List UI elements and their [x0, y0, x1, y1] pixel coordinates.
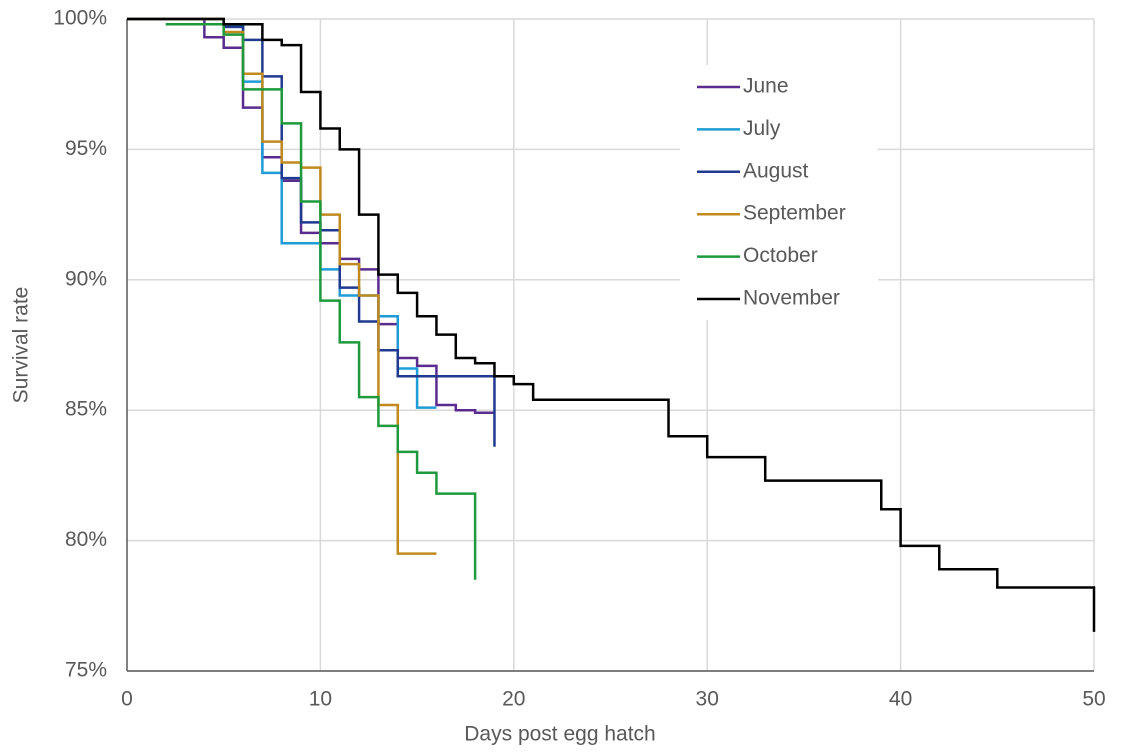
x-tick-label: 20 [502, 688, 525, 711]
y-tick-label: 95% [65, 137, 107, 160]
y-axis-label: Survival rate [10, 287, 33, 404]
survival-line [127, 17, 495, 415]
x-axis-label: Days post egg hatch [464, 723, 655, 746]
x-tick-label: 10 [309, 688, 332, 711]
y-tick-label: 100% [53, 7, 107, 30]
legend-label: October [743, 244, 818, 267]
y-tick-label: 90% [65, 267, 107, 290]
survival-line [127, 17, 1096, 632]
y-tick-label: 75% [65, 659, 107, 682]
legend: June July August September October November [680, 65, 878, 320]
x-tick-label: 40 [889, 688, 912, 711]
survival-line [165, 22, 477, 580]
x-tick-label: 50 [1082, 688, 1105, 711]
legend-label: July [743, 117, 781, 140]
y-tick-label: 80% [65, 528, 107, 551]
legend-box [680, 65, 878, 320]
y-tick-label: 85% [65, 398, 107, 421]
legend-label: September [743, 202, 846, 225]
legend-label: November [743, 287, 840, 310]
legend-label: June [743, 75, 789, 98]
x-tick-label: 30 [696, 688, 719, 711]
legend-label: August [743, 159, 809, 182]
x-tick-label: 0 [121, 688, 133, 711]
